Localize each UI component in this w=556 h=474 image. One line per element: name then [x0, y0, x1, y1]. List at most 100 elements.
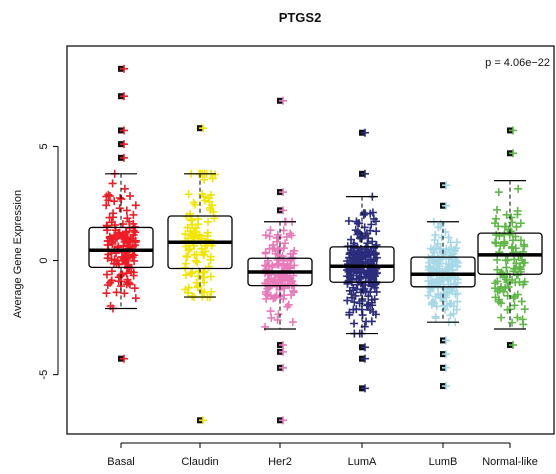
data-point [193, 282, 202, 291]
data-point [360, 284, 369, 293]
data-point [437, 233, 446, 242]
x-axis: Basal Claudin Her2 LumA LumB Normal-like [107, 442, 538, 468]
data-point [279, 226, 288, 235]
data-point [187, 269, 196, 278]
outlier-point [279, 363, 287, 372]
data-point [362, 317, 371, 326]
data-point [280, 239, 289, 248]
data-point [492, 214, 501, 223]
box-normal-like [477, 180, 543, 330]
data-point [436, 244, 445, 253]
data-point [274, 259, 283, 268]
data-point [266, 307, 275, 316]
data-point [494, 222, 503, 231]
data-point [429, 262, 438, 271]
data-point [103, 281, 112, 290]
data-point [187, 216, 196, 225]
outlier-point [120, 64, 128, 73]
data-point [283, 302, 292, 311]
data-point [107, 267, 116, 276]
data-point [499, 287, 508, 296]
outlier-point [442, 336, 450, 345]
data-point [129, 268, 138, 277]
data-point [444, 264, 453, 273]
x-tick-label: Normal-like [482, 456, 538, 468]
x-tick-label: Claudin [181, 456, 218, 468]
outlier-point [361, 354, 369, 363]
data-point [368, 208, 377, 217]
data-point [287, 291, 296, 300]
data-point [513, 210, 522, 219]
data-point [261, 261, 270, 270]
data-point [369, 214, 378, 223]
data-point [343, 296, 352, 305]
data-point [452, 305, 461, 314]
data-point [266, 226, 275, 235]
data-point [358, 311, 367, 320]
data-point [200, 288, 209, 297]
data-point [123, 233, 132, 242]
data-point [193, 258, 202, 267]
data-point [208, 174, 217, 183]
data-point [362, 249, 371, 258]
data-point [453, 289, 462, 298]
data-point [130, 284, 139, 293]
data-point [344, 216, 353, 225]
data-point [441, 305, 450, 314]
data-point [262, 294, 271, 303]
data-point [107, 238, 116, 247]
data-point [284, 300, 293, 309]
box-basal [88, 173, 154, 310]
data-point [266, 280, 275, 289]
data-point [508, 218, 517, 227]
data-point [504, 282, 513, 291]
data-point [357, 234, 366, 243]
data-point [492, 230, 501, 239]
data-point [367, 220, 376, 229]
data-point [516, 219, 525, 228]
outlier-point [120, 354, 128, 363]
data-point [368, 268, 377, 277]
outlier-point [279, 206, 287, 215]
box-her2 [247, 221, 313, 330]
data-point [110, 231, 119, 240]
data-point [426, 244, 435, 253]
points-layer [102, 64, 529, 425]
data-point [431, 314, 440, 323]
data-point [343, 272, 352, 281]
outlier-point [279, 416, 287, 425]
data-point [502, 263, 511, 272]
outlier-point [199, 124, 207, 133]
data-point [491, 279, 500, 288]
data-point [517, 297, 526, 306]
data-point [200, 175, 209, 184]
data-point [519, 258, 528, 267]
data-point [361, 247, 370, 256]
data-point [361, 277, 370, 286]
data-point [102, 201, 111, 210]
data-point [497, 313, 506, 322]
outlier-point [199, 416, 207, 425]
data-point [442, 259, 451, 268]
outlier-point [120, 140, 128, 149]
data-point [496, 241, 505, 250]
data-point [123, 275, 132, 284]
data-point [130, 251, 139, 260]
data-point [361, 231, 370, 240]
data-point [349, 271, 358, 280]
data-point [350, 319, 359, 328]
data-point [268, 244, 277, 253]
x-tick-label: LumB [429, 456, 458, 468]
data-point [359, 286, 368, 295]
data-point [366, 226, 375, 235]
p-value-annotation: p = 4.06e−22 [485, 57, 550, 69]
data-point [496, 282, 505, 291]
data-point [207, 287, 216, 296]
data-point [447, 299, 456, 308]
data-point [261, 231, 270, 240]
data-point [352, 217, 361, 226]
data-point [435, 274, 444, 283]
data-point [131, 238, 140, 247]
data-point [261, 279, 270, 288]
data-point [181, 230, 190, 239]
